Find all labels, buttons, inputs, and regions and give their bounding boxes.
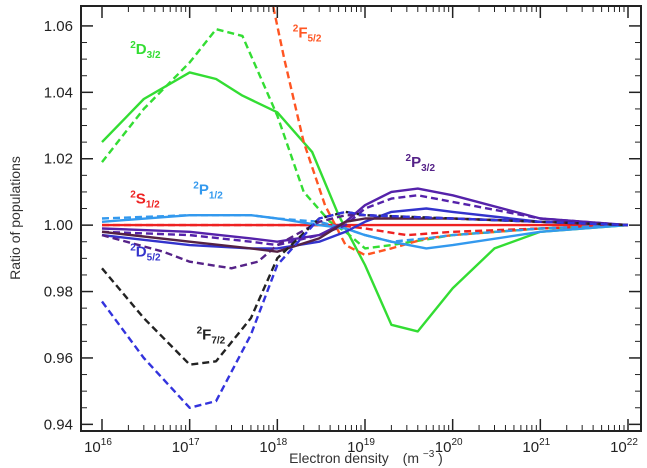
labels-layer: 2D3/2 2F5/2 2S1/2 2P1/2 2P3/2 2D5/2 2F7/2: [130, 24, 435, 347]
y-axis-title: Ratio of populations: [7, 156, 23, 280]
series-line-12: [101, 210, 629, 366]
series-label-0: 2D3/2: [130, 40, 161, 61]
y-tick-label-2: 0.98: [44, 284, 73, 301]
series-line-2: [272, 6, 629, 257]
series-label-2: 2S1/2: [130, 190, 160, 211]
series-line-0: [101, 71, 629, 333]
x-axis-title-unit-exp: −3: [423, 449, 435, 460]
y-tick-label-4: 1.02: [44, 151, 73, 168]
x-tick-label-2: 1018: [259, 437, 287, 456]
x-tick-label-3: 1019: [347, 437, 375, 456]
series-line-6: [101, 213, 629, 243]
x-tick-label-1: 1017: [172, 437, 200, 456]
x-tick-label-4: 1020: [435, 437, 463, 456]
y-tick-label-6: 1.06: [44, 18, 73, 35]
y-tick-label-0: 0.94: [44, 416, 73, 433]
series-line-8: [101, 194, 629, 247]
series-layer: [101, 6, 629, 409]
x-tick-label-0: 1016: [84, 437, 112, 456]
x-tick-label-5: 1021: [522, 437, 550, 456]
series-line-7: [101, 187, 629, 243]
series-label-6: 2F7/2: [197, 326, 226, 347]
x-axis-title-unit: (m: [403, 450, 419, 466]
y-tick-label-1: 0.96: [44, 350, 73, 367]
series-label-5: 2D5/2: [130, 243, 161, 264]
x-axis-title-unit-close: ): [438, 450, 443, 466]
x-tick-label-6: 1022: [610, 437, 638, 456]
series-label-4: 2P3/2: [406, 153, 436, 174]
series-line-13: [101, 210, 629, 409]
series-line-10: [101, 213, 629, 270]
ticks-layer: 1016 1017 1018 1019 1020 1021 1022 0.94 0.96 0.98…: [44, 6, 641, 456]
y-tick-label-5: 1.04: [44, 84, 73, 101]
x-axis-title: Electron density (m −3 ): [289, 444, 443, 466]
series-label-3: 2P1/2: [193, 180, 223, 201]
series-label-1: 2F5/2: [293, 24, 322, 45]
y-tick-label-3: 1.00: [44, 217, 73, 234]
x-axis-title-main: Electron density: [289, 450, 389, 466]
